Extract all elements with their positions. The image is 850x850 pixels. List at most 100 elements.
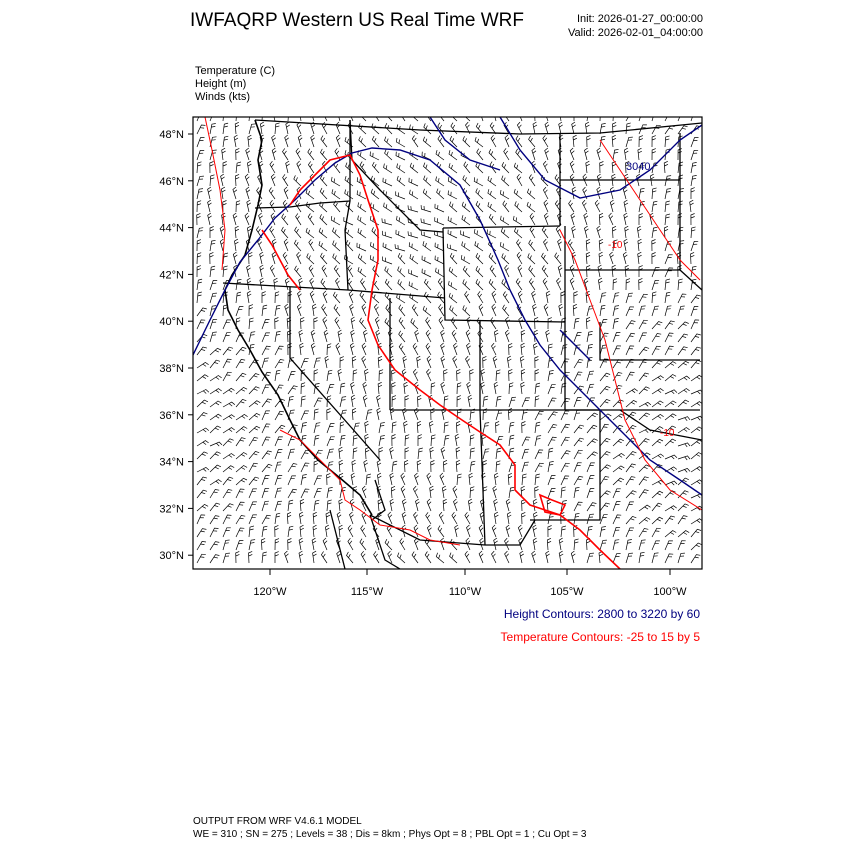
wind-barb [232, 186, 238, 200]
wind-barb [235, 161, 242, 174]
wind-barb [677, 490, 689, 499]
wind-barb [222, 265, 228, 278]
wind-barb [636, 225, 642, 239]
wind-barb [350, 316, 356, 330]
wind-barb [573, 437, 584, 447]
wind-barb [475, 188, 484, 200]
wind-barb [397, 252, 406, 265]
wind-barb [274, 538, 280, 551]
wind-barb [664, 413, 677, 421]
wind-barb [583, 212, 589, 226]
wind-barb [513, 227, 523, 239]
wind-barb [528, 174, 536, 187]
wind-barb [560, 291, 565, 304]
wind-barb [625, 451, 637, 460]
wind-barb [320, 252, 328, 265]
wind-barb [491, 290, 497, 304]
wind-barb [271, 147, 277, 161]
wind-barb [339, 382, 346, 395]
wind-barb [313, 422, 321, 434]
wind-barb [222, 252, 229, 265]
wind-barb [196, 252, 202, 265]
wind-barb [433, 230, 445, 239]
wind-barb [638, 504, 651, 512]
wind-barb [571, 186, 577, 200]
wind-barb [625, 122, 631, 135]
wind-barb [625, 332, 635, 343]
wind-barb [543, 238, 549, 252]
wind-barb [407, 205, 419, 213]
wind-barb [558, 537, 564, 551]
wind-barb [599, 292, 607, 304]
wind-barb [305, 227, 315, 239]
wind-barb [209, 252, 214, 265]
wind-barb [651, 239, 656, 252]
wind-barb [373, 303, 380, 317]
wind-barb [480, 368, 486, 382]
wind-barb [542, 186, 549, 200]
wind-barb [466, 342, 471, 356]
wind-barb [534, 395, 540, 408]
wind-barb [282, 174, 289, 187]
wind-barb [664, 291, 671, 304]
wind-barb [422, 305, 432, 317]
wind-barb [349, 303, 354, 317]
wind-barb [638, 386, 650, 395]
wind-barb [261, 514, 271, 525]
wind-barb [404, 459, 409, 473]
wind-barb [478, 303, 484, 317]
wind-barb [248, 551, 253, 564]
wind-barb [375, 329, 381, 343]
wind-barb [382, 256, 393, 265]
wind-barb [651, 453, 665, 460]
wind-barb [209, 554, 220, 564]
wind-barb [427, 117, 432, 122]
wind-barb [462, 136, 471, 148]
wind-barb [488, 252, 497, 265]
wind-barb [222, 438, 234, 447]
wind-barb [612, 399, 624, 408]
wind-barb [274, 359, 285, 369]
wind-barb [334, 317, 341, 330]
wind-barb [412, 368, 419, 382]
wind-barb [248, 514, 257, 525]
wind-barb [612, 318, 619, 330]
wind-barb [453, 498, 458, 512]
wind-barb [235, 359, 246, 369]
wind-barb [318, 227, 328, 239]
wind-barb [382, 242, 393, 252]
wind-barb [434, 203, 445, 213]
wind-barb [300, 474, 307, 486]
valid-time: Valid: 2026-02-01_04:00:00 [568, 27, 703, 39]
wind-barb [378, 435, 385, 447]
wind-barb [209, 400, 222, 408]
wind-barb [475, 266, 484, 278]
wind-barb [547, 461, 554, 473]
wind-barb [651, 200, 658, 213]
wind-barb [364, 420, 369, 434]
wind-barb [423, 291, 432, 304]
wind-barb [326, 369, 333, 382]
wind-barb [196, 489, 208, 499]
wind-barb [222, 465, 235, 473]
wind-barb [319, 187, 328, 200]
wind-barb [547, 488, 556, 499]
wind-barb [261, 332, 270, 343]
wind-barb [612, 359, 623, 369]
wind-barb [307, 148, 315, 161]
wind-barb [298, 537, 304, 551]
wind-barb [389, 472, 395, 486]
wind-barb [491, 303, 497, 317]
wind-barb [677, 552, 685, 564]
wind-barb [612, 526, 621, 538]
temp-contour-label-1: -10 [608, 240, 623, 251]
wind-barb [664, 188, 672, 200]
wind-barb [196, 476, 207, 486]
wind-barb [495, 447, 502, 460]
wind-barb [450, 317, 458, 330]
wind-barb [196, 227, 204, 239]
wind-barb [404, 447, 409, 459]
wind-barb [519, 117, 523, 122]
wind-barb [449, 136, 458, 148]
wind-barb [381, 218, 393, 226]
